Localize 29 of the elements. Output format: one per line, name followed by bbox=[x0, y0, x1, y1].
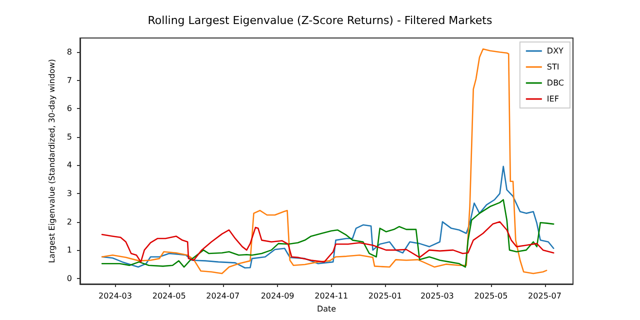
legend-label: DBC bbox=[546, 78, 564, 88]
line-series bbox=[101, 48, 548, 274]
x-tick-label: 2025-07 bbox=[528, 292, 562, 300]
y-tick-label: 1 bbox=[66, 246, 72, 255]
chart-title: Rolling Largest Eigenvalue (Z-Score Returns) - Filtered Markets bbox=[148, 14, 492, 27]
x-tick-label: 2025-01 bbox=[368, 292, 402, 300]
y-tick-label: 5 bbox=[66, 132, 72, 142]
y-tick-label: 3 bbox=[66, 189, 72, 198]
x-tick-label: 2025-03 bbox=[420, 292, 454, 300]
y-axis-title: Largest Eigenvalue (Standardized, 30-day window) bbox=[48, 59, 57, 263]
x-tick-label: 2024-09 bbox=[260, 292, 294, 300]
line-series bbox=[101, 166, 554, 269]
line-series bbox=[101, 221, 554, 263]
legend-label: IEF bbox=[546, 94, 560, 104]
legend-label: STI bbox=[546, 62, 560, 72]
x-tick-label: 2024-07 bbox=[206, 292, 240, 300]
x-tick-label: 2025-05 bbox=[474, 292, 508, 300]
line-series bbox=[101, 199, 554, 268]
x-axis-title: Date bbox=[316, 304, 336, 314]
x-tick-label: 2024-05 bbox=[152, 292, 186, 300]
x-tick-label: 2024-03 bbox=[98, 292, 132, 300]
legend-label: DXY bbox=[546, 46, 564, 56]
y-tick-label: 7 bbox=[66, 76, 72, 85]
y-tick-label: 8 bbox=[66, 48, 72, 57]
y-tick-label: 6 bbox=[66, 104, 72, 114]
y-tick-label: 4 bbox=[66, 160, 72, 170]
x-tick-label: 2024-11 bbox=[314, 292, 348, 300]
y-tick-label: 0 bbox=[66, 274, 72, 283]
y-tick-label: 2 bbox=[66, 217, 72, 226]
